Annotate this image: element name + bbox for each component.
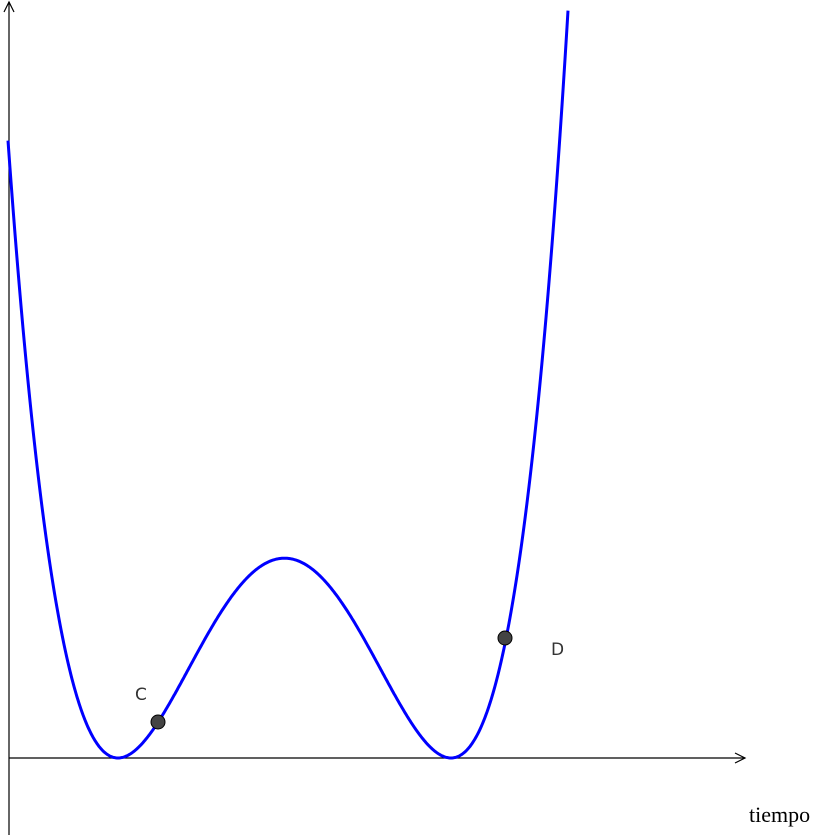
point-label: C <box>135 685 147 705</box>
point-d <box>497 630 513 646</box>
y-axis-arrow <box>3 0 15 13</box>
curve <box>6 10 570 760</box>
x-axis-label: tiempo <box>749 802 810 827</box>
point-label: D <box>551 640 564 660</box>
point-c <box>150 714 166 730</box>
x-axis-arrow <box>734 752 747 764</box>
